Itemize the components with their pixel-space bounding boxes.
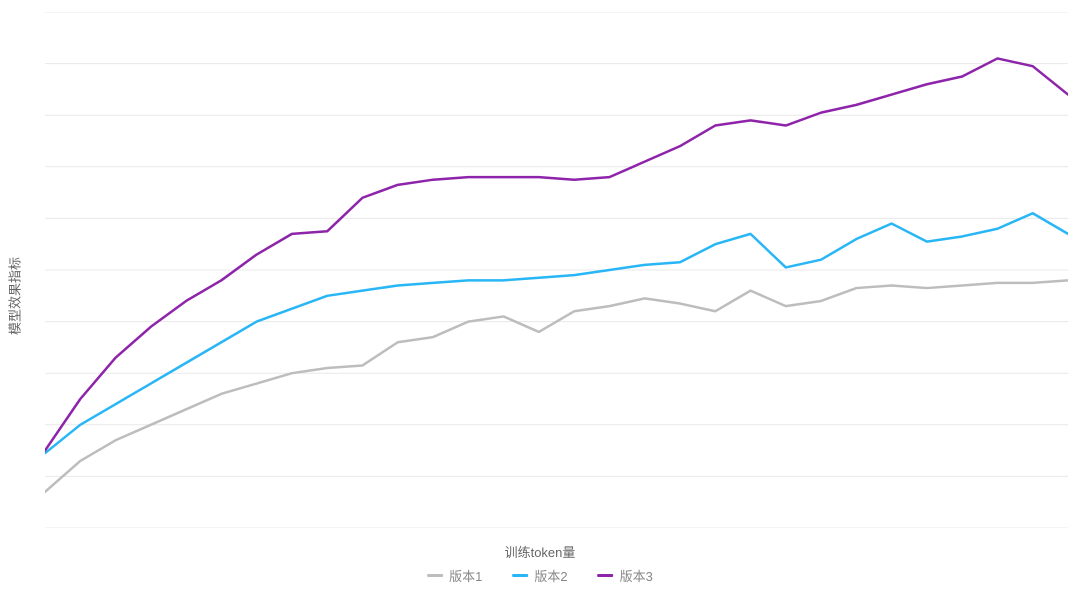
chart-plot	[45, 12, 1068, 528]
x-axis-label: 训练token量	[505, 542, 576, 561]
line-chart: 模型效果指标 训练token量 版本1 版本2 版本3	[0, 0, 1080, 592]
legend-swatch	[512, 574, 528, 577]
legend-swatch	[598, 574, 614, 577]
legend-item: 版本1	[427, 566, 482, 585]
legend-label: 版本1	[449, 566, 482, 585]
legend-label: 版本3	[620, 566, 653, 585]
legend-item: 版本3	[598, 566, 653, 585]
y-axis-label: 模型效果指标	[5, 257, 24, 335]
legend-swatch	[427, 574, 443, 577]
chart-legend: 版本1 版本2 版本3	[427, 566, 653, 585]
legend-item: 版本2	[512, 566, 567, 585]
legend-label: 版本2	[534, 566, 567, 585]
